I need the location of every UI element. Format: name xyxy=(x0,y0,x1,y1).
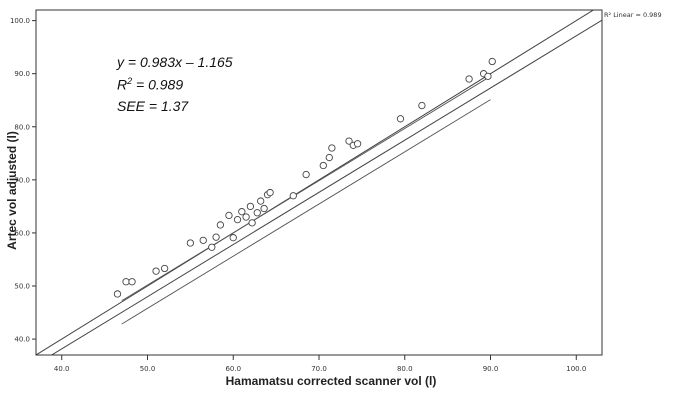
x-tick-label: 60.0 xyxy=(225,365,241,373)
data-point xyxy=(212,233,220,241)
y-tick-label: 50.0 xyxy=(14,283,30,291)
y-tick-label: 60.0 xyxy=(14,229,30,237)
data-point xyxy=(353,140,362,148)
fit-line xyxy=(50,19,602,355)
y-tick-label: 40.0 xyxy=(14,336,30,344)
x-tick-label: 90.0 xyxy=(483,365,499,373)
data-point xyxy=(208,243,216,251)
data-point xyxy=(484,72,492,80)
x-axis-title: Hamamatsu corrected scanner vol (l) xyxy=(226,374,437,388)
data-point xyxy=(319,161,327,170)
x-tick-label: 70.0 xyxy=(311,365,327,373)
r-squared-prefix: R xyxy=(117,76,128,93)
data-point xyxy=(257,197,265,205)
y-tick-label: 100.0 xyxy=(10,17,30,25)
data-point xyxy=(122,278,130,286)
confidence-lower-line xyxy=(121,99,491,325)
data-point xyxy=(229,234,237,242)
r-squared-exponent: 2 xyxy=(127,76,133,86)
x-tick-label: 100.0 xyxy=(566,365,586,373)
y-axis-title: Artec vol adjusted (l) xyxy=(5,131,19,250)
data-point xyxy=(396,115,405,123)
x-tick-label: 80.0 xyxy=(397,365,413,373)
legend-label: R² Linear = 0.989 xyxy=(604,11,662,19)
data-point xyxy=(266,188,274,197)
points-layer xyxy=(113,57,496,298)
data-point xyxy=(160,264,169,273)
y-tick-label: 70.0 xyxy=(14,176,30,184)
data-point xyxy=(242,213,250,221)
data-point xyxy=(302,170,310,179)
data-point xyxy=(216,221,225,229)
x-tick-label: 40.0 xyxy=(54,365,70,373)
r-squared-annotation: R2 = 0.989 xyxy=(117,77,183,92)
data-point xyxy=(465,75,473,83)
data-point xyxy=(345,137,353,145)
data-point xyxy=(128,278,136,286)
x-tick-label: 50.0 xyxy=(140,365,156,373)
data-point xyxy=(225,211,233,220)
data-point xyxy=(199,236,207,245)
data-point xyxy=(113,290,122,298)
data-point xyxy=(325,153,333,162)
regression-equation: y = 0.983x – 1.165 xyxy=(117,54,233,70)
see-annotation: SEE = 1.37 xyxy=(117,98,189,114)
data-point xyxy=(246,202,255,211)
r-squared-value: = 0.989 xyxy=(132,76,184,93)
data-point xyxy=(289,192,297,200)
confidence-upper-line xyxy=(121,75,491,302)
data-point xyxy=(328,144,336,152)
axes-layer: 40.0 50.0 60.0 70.0 80.0 90.0 100.0 40.0 50.0 60.… xyxy=(10,17,586,373)
data-point xyxy=(488,57,496,66)
data-point xyxy=(152,267,160,275)
data-point xyxy=(418,101,426,110)
data-point xyxy=(248,219,256,227)
y-tick-label: 90.0 xyxy=(14,70,30,78)
data-point xyxy=(186,239,195,247)
lines-layer xyxy=(36,10,602,355)
data-point xyxy=(233,216,242,224)
identity-line xyxy=(36,10,595,355)
data-point xyxy=(253,209,261,217)
y-tick-label: 80.0 xyxy=(14,123,30,131)
data-point xyxy=(260,204,268,213)
data-point xyxy=(238,208,246,216)
